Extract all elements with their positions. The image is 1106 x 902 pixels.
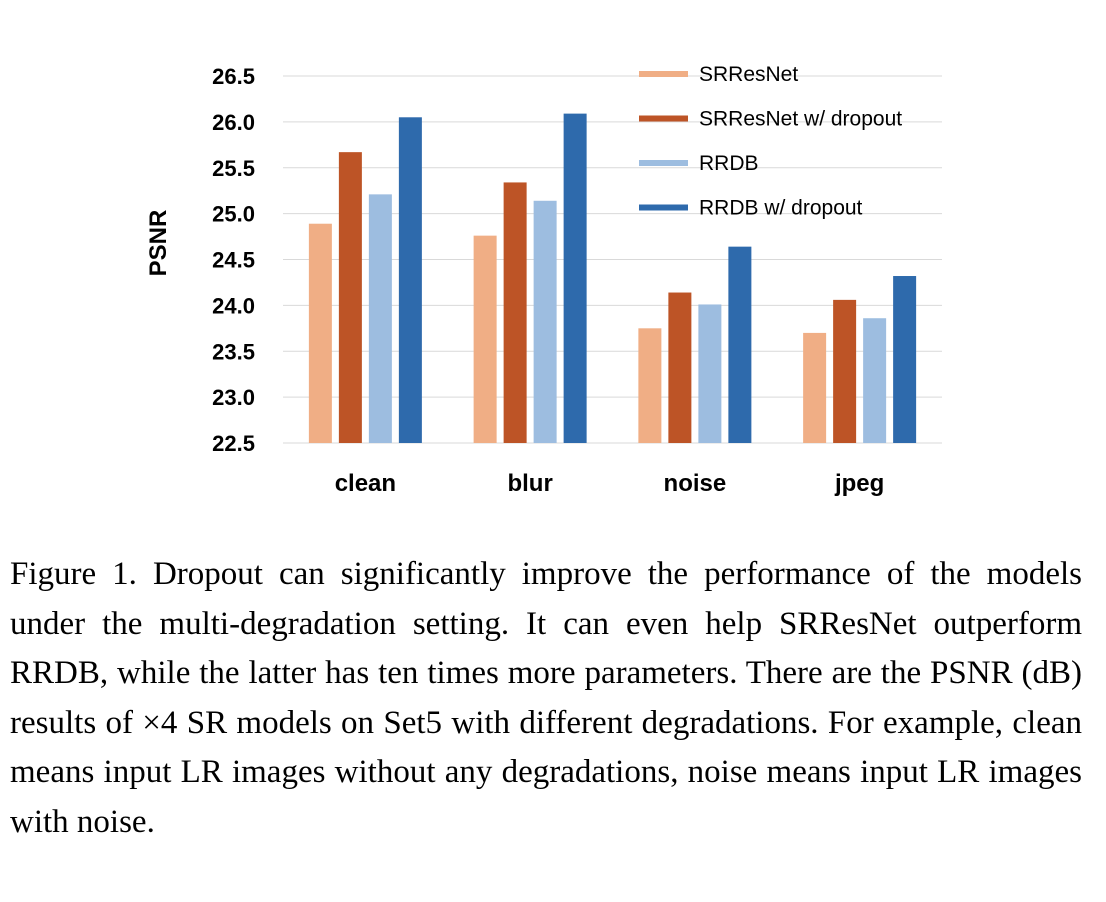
- y-tick-label: 24.0: [212, 293, 255, 318]
- bar-clean-rrdb: [369, 194, 392, 443]
- figure-caption: Figure 1. Dropout can significantly impr…: [10, 550, 1082, 847]
- y-tick-label: 26.0: [212, 110, 255, 135]
- bar-blur-srresnet-w-dropout: [504, 182, 527, 443]
- y-tick-label: 23.5: [212, 339, 255, 364]
- y-tick-label: 25.0: [212, 202, 255, 227]
- y-tick-label: 22.5: [212, 431, 255, 456]
- bar-noise-rrdb-w-dropout: [728, 247, 751, 443]
- y-tick-label: 26.5: [212, 64, 255, 89]
- legend-label: SRResNet: [699, 63, 798, 86]
- bar-clean-rrdb-w-dropout: [399, 117, 422, 443]
- bar-blur-rrdb-w-dropout: [564, 114, 587, 443]
- psnr-bar-chart: 22.5 23.0 23.5 24.0 24.5 25.0 25.5 26.0 26.5 cle…: [0, 0, 1106, 530]
- x-category-label: clean: [335, 470, 396, 497]
- x-category-label: jpeg: [834, 470, 884, 497]
- y-tick-label: 25.5: [212, 156, 255, 181]
- x-category-label: noise: [664, 470, 727, 497]
- y-tick-labels: 22.5 23.0 23.5 24.0 24.5 25.0 25.5 26.0 26.5: [212, 64, 255, 456]
- bar-blur-srresnet: [474, 236, 497, 443]
- bar-jpeg-rrdb: [863, 318, 886, 443]
- x-category-label: blur: [507, 470, 552, 497]
- y-tick-label: 24.5: [212, 248, 255, 273]
- bar-clean-srresnet-w-dropout: [339, 152, 362, 443]
- legend-label: RRDB: [699, 152, 759, 175]
- bar-noise-rrdb: [698, 304, 721, 443]
- bar-blur-rrdb: [534, 201, 557, 443]
- bar-jpeg-srresnet: [803, 333, 826, 443]
- bar-jpeg-rrdb-w-dropout: [893, 276, 916, 443]
- bar-noise-srresnet: [638, 328, 661, 443]
- legend: SRResNet SRResNet w/ dropout RRDB RRDB w/ d…: [639, 63, 902, 220]
- y-axis-label: PSNR: [145, 210, 172, 277]
- legend-label: RRDB w/ dropout: [699, 197, 863, 220]
- bar-clean-srresnet: [309, 224, 332, 443]
- x-category-labels: clean blur noise jpeg: [335, 470, 885, 497]
- y-tick-label: 23.0: [212, 385, 255, 410]
- bar-jpeg-srresnet-w-dropout: [833, 300, 856, 443]
- legend-label: SRResNet w/ dropout: [699, 108, 902, 131]
- bars: [309, 114, 916, 443]
- bar-noise-srresnet-w-dropout: [668, 293, 691, 443]
